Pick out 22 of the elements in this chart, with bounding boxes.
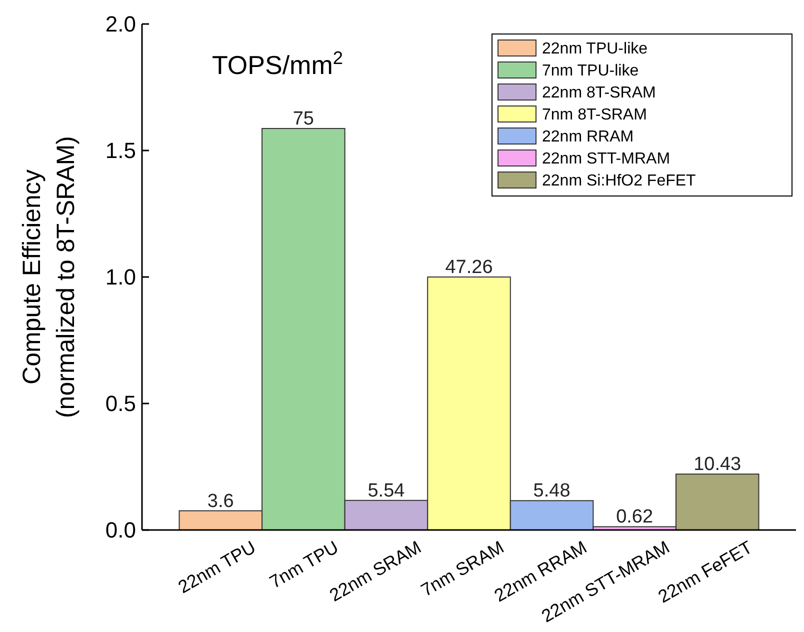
y-tick-label: 0.5 (105, 391, 136, 416)
y-tick-label: 2.0 (105, 12, 136, 37)
annotation: 5.48 (533, 480, 570, 502)
legend-label: 7nm TPU-like (542, 62, 639, 80)
annotation: 10.43 (694, 454, 742, 476)
y-tick-label: 1.0 (105, 264, 136, 290)
annotation: 3.6 (207, 490, 234, 512)
annotation: 47.26 (445, 257, 493, 278)
annotation: TOPS/mm$^{2}$ (212, 48, 343, 80)
annotation: 0.62 (616, 506, 654, 528)
legend-label: 22nm RRAM (542, 128, 634, 146)
legend-label: 22nm STT-MRAM (542, 150, 670, 168)
y-tick-label: 1.5 (105, 138, 136, 164)
y-axis-title: Compute Efficiency (normalized to 8T-SRAM) (18, 136, 80, 418)
legend-label: 7nm 8T-SRAM (542, 106, 647, 124)
annotation: 75 (292, 108, 314, 130)
x-tick-label: 22nm TPU (174, 537, 259, 598)
legend-label: 22nm 8T-SRAM (542, 84, 656, 102)
legend-label: 22nm TPU-like (542, 40, 648, 58)
annotation: 5.54 (368, 480, 406, 502)
y-tick-label: 0.0 (105, 518, 136, 543)
legend-label: 22nm Si:HfO2 FeFET (542, 172, 696, 190)
